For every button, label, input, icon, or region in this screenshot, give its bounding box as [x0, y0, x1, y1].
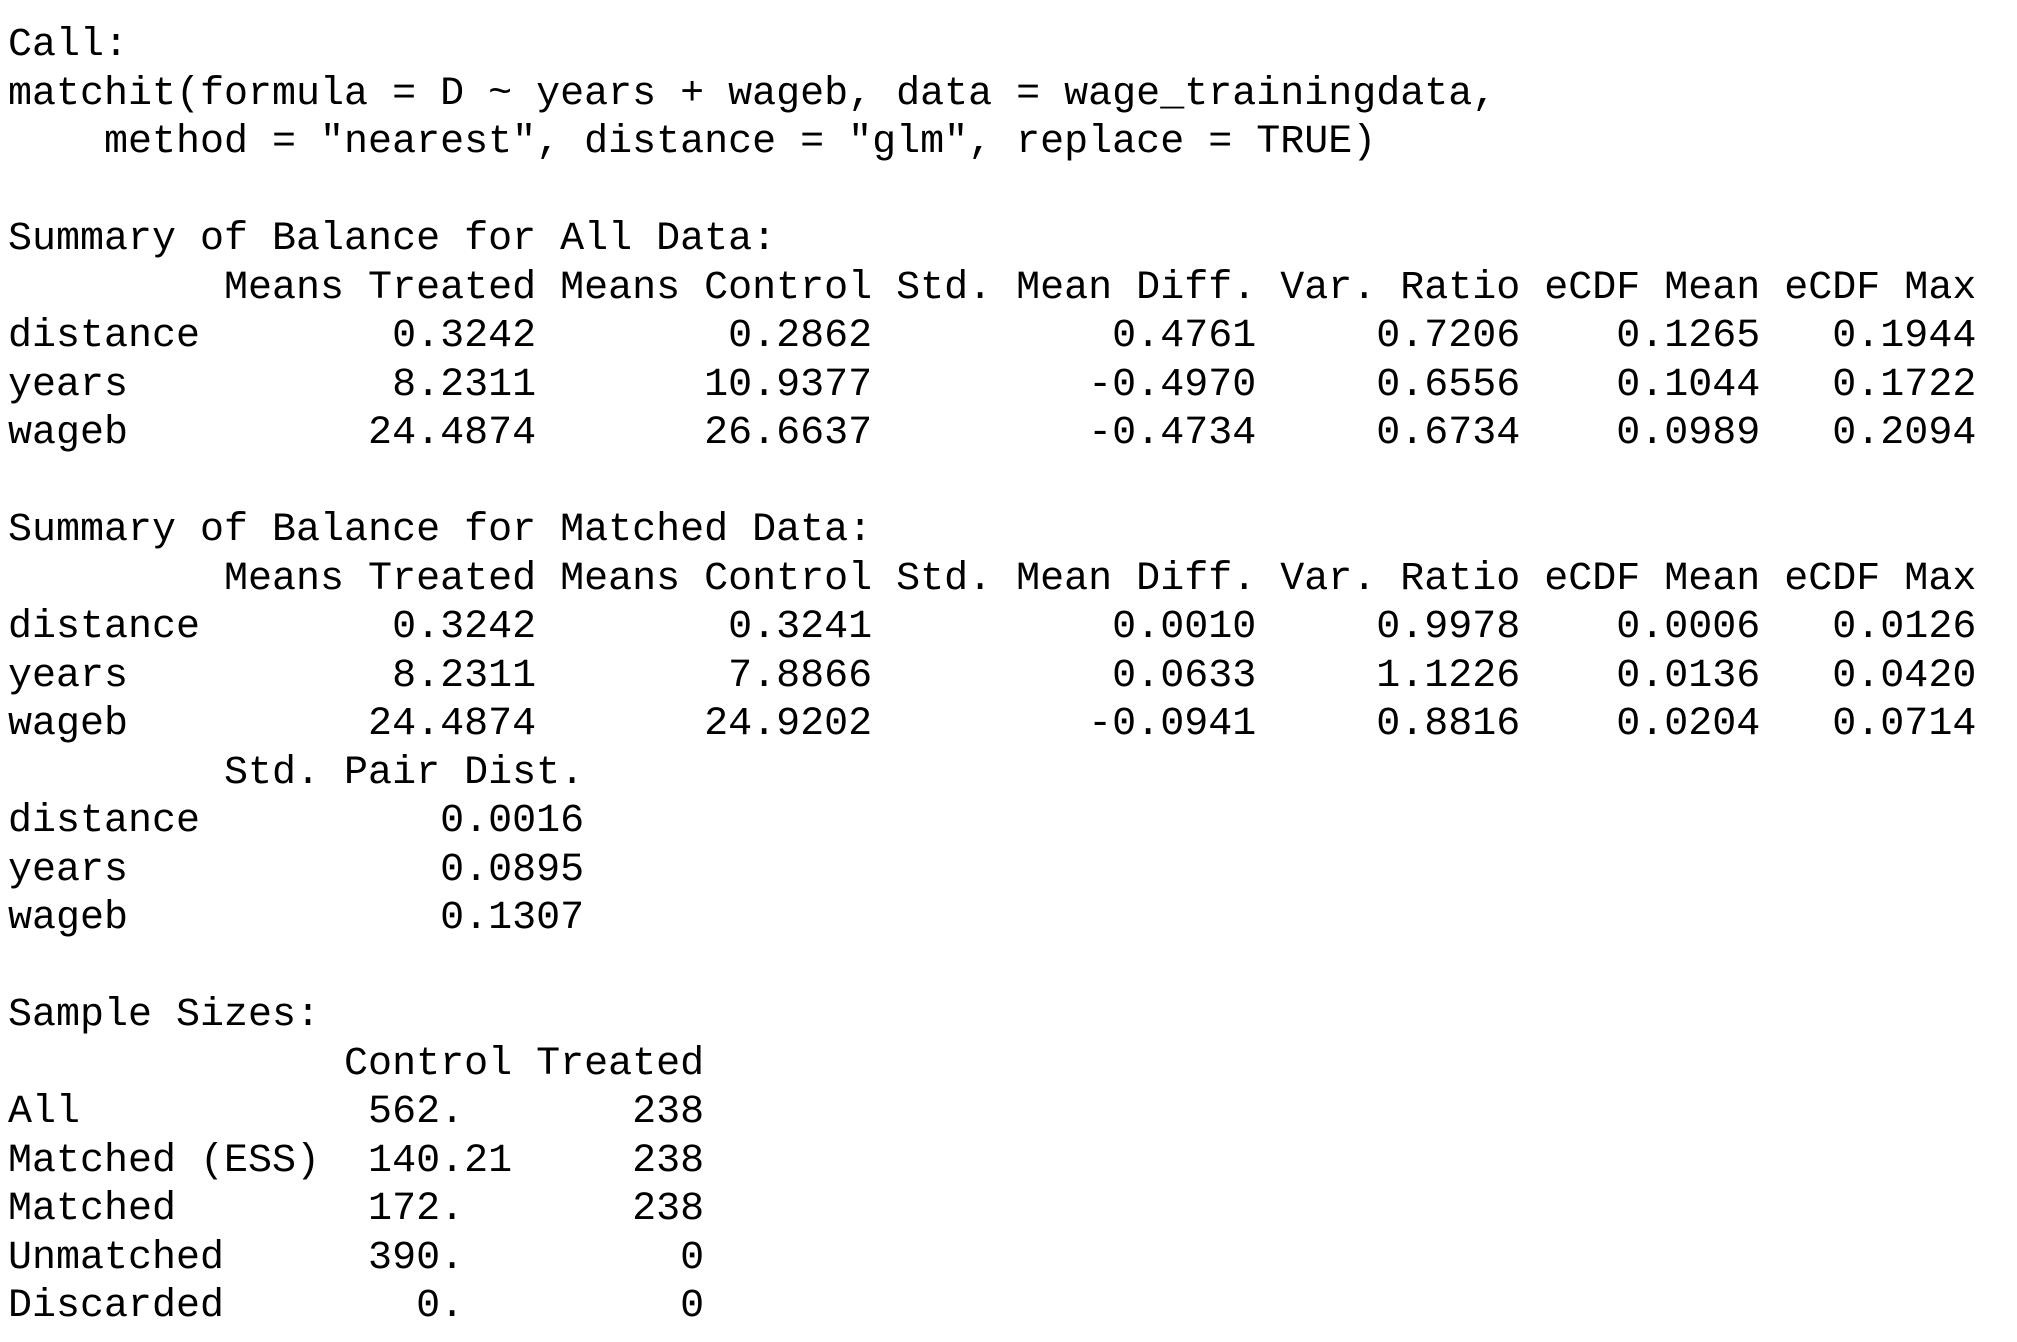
all-data-summary-title: Summary of Balance for All Data:	[8, 217, 777, 262]
pair-dist-row-years: years 0.0895	[8, 847, 585, 893]
sample-sizes-column-headers: Control Treated	[8, 1041, 705, 1087]
matched-data-column-headers: Means Treated Means Control Std. Mean Di…	[8, 556, 1977, 602]
blank-line	[8, 944, 1976, 993]
blank-line	[8, 168, 1976, 217]
all-data-row-wageb: wageb 24.4874 26.6637 -0.4734 0.6734 0.0…	[8, 411, 1977, 456]
matched-data-row-distance: distance 0.3242 0.3241 0.0010 0.9978 0.0…	[8, 605, 1977, 650]
call-line-1: matchit(formula = D ~ years + wageb, dat…	[8, 71, 1521, 117]
all-data-row-distance: distance 0.3242 0.2862 0.4761 0.7206 0.1…	[8, 314, 1977, 359]
sample-sizes-row-matched-ess: Matched (ESS) 140.21 238	[8, 1138, 705, 1184]
matched-data-row-wageb: wageb 24.4874 24.9202 -0.0941 0.8816 0.0…	[8, 702, 1977, 747]
blank-line	[8, 459, 1976, 508]
matched-data-summary-title: Summary of Balance for Matched Data:	[8, 508, 873, 553]
call-line-2: method = "nearest", distance = "glm", re…	[8, 120, 1377, 165]
sample-sizes-row-matched: Matched 172. 238	[8, 1187, 705, 1232]
sample-sizes-title: Sample Sizes:	[8, 993, 321, 1038]
sample-sizes-row-discarded: Discarded 0. 0	[8, 1284, 705, 1329]
call-header: Call:	[8, 23, 129, 68]
sample-sizes-row-all: All 562. 238	[8, 1090, 705, 1135]
console-output: Call: matchit(formula = D ~ years + wageb…	[8, 22, 1976, 1332]
pair-dist-row-wageb: wageb 0.1307	[8, 896, 585, 941]
sample-sizes-row-unmatched: Unmatched 390. 0	[8, 1235, 705, 1281]
pair-dist-column-header: Std. Pair Dist.	[8, 750, 585, 796]
all-data-row-years: years 8.2311 10.9377 -0.4970 0.6556 0.10…	[8, 362, 1977, 408]
matched-data-row-years: years 8.2311 7.8866 0.0633 1.1226 0.0136…	[8, 653, 1977, 699]
all-data-column-headers: Means Treated Means Control Std. Mean Di…	[8, 265, 1977, 311]
pair-dist-row-distance: distance 0.0016	[8, 799, 585, 844]
